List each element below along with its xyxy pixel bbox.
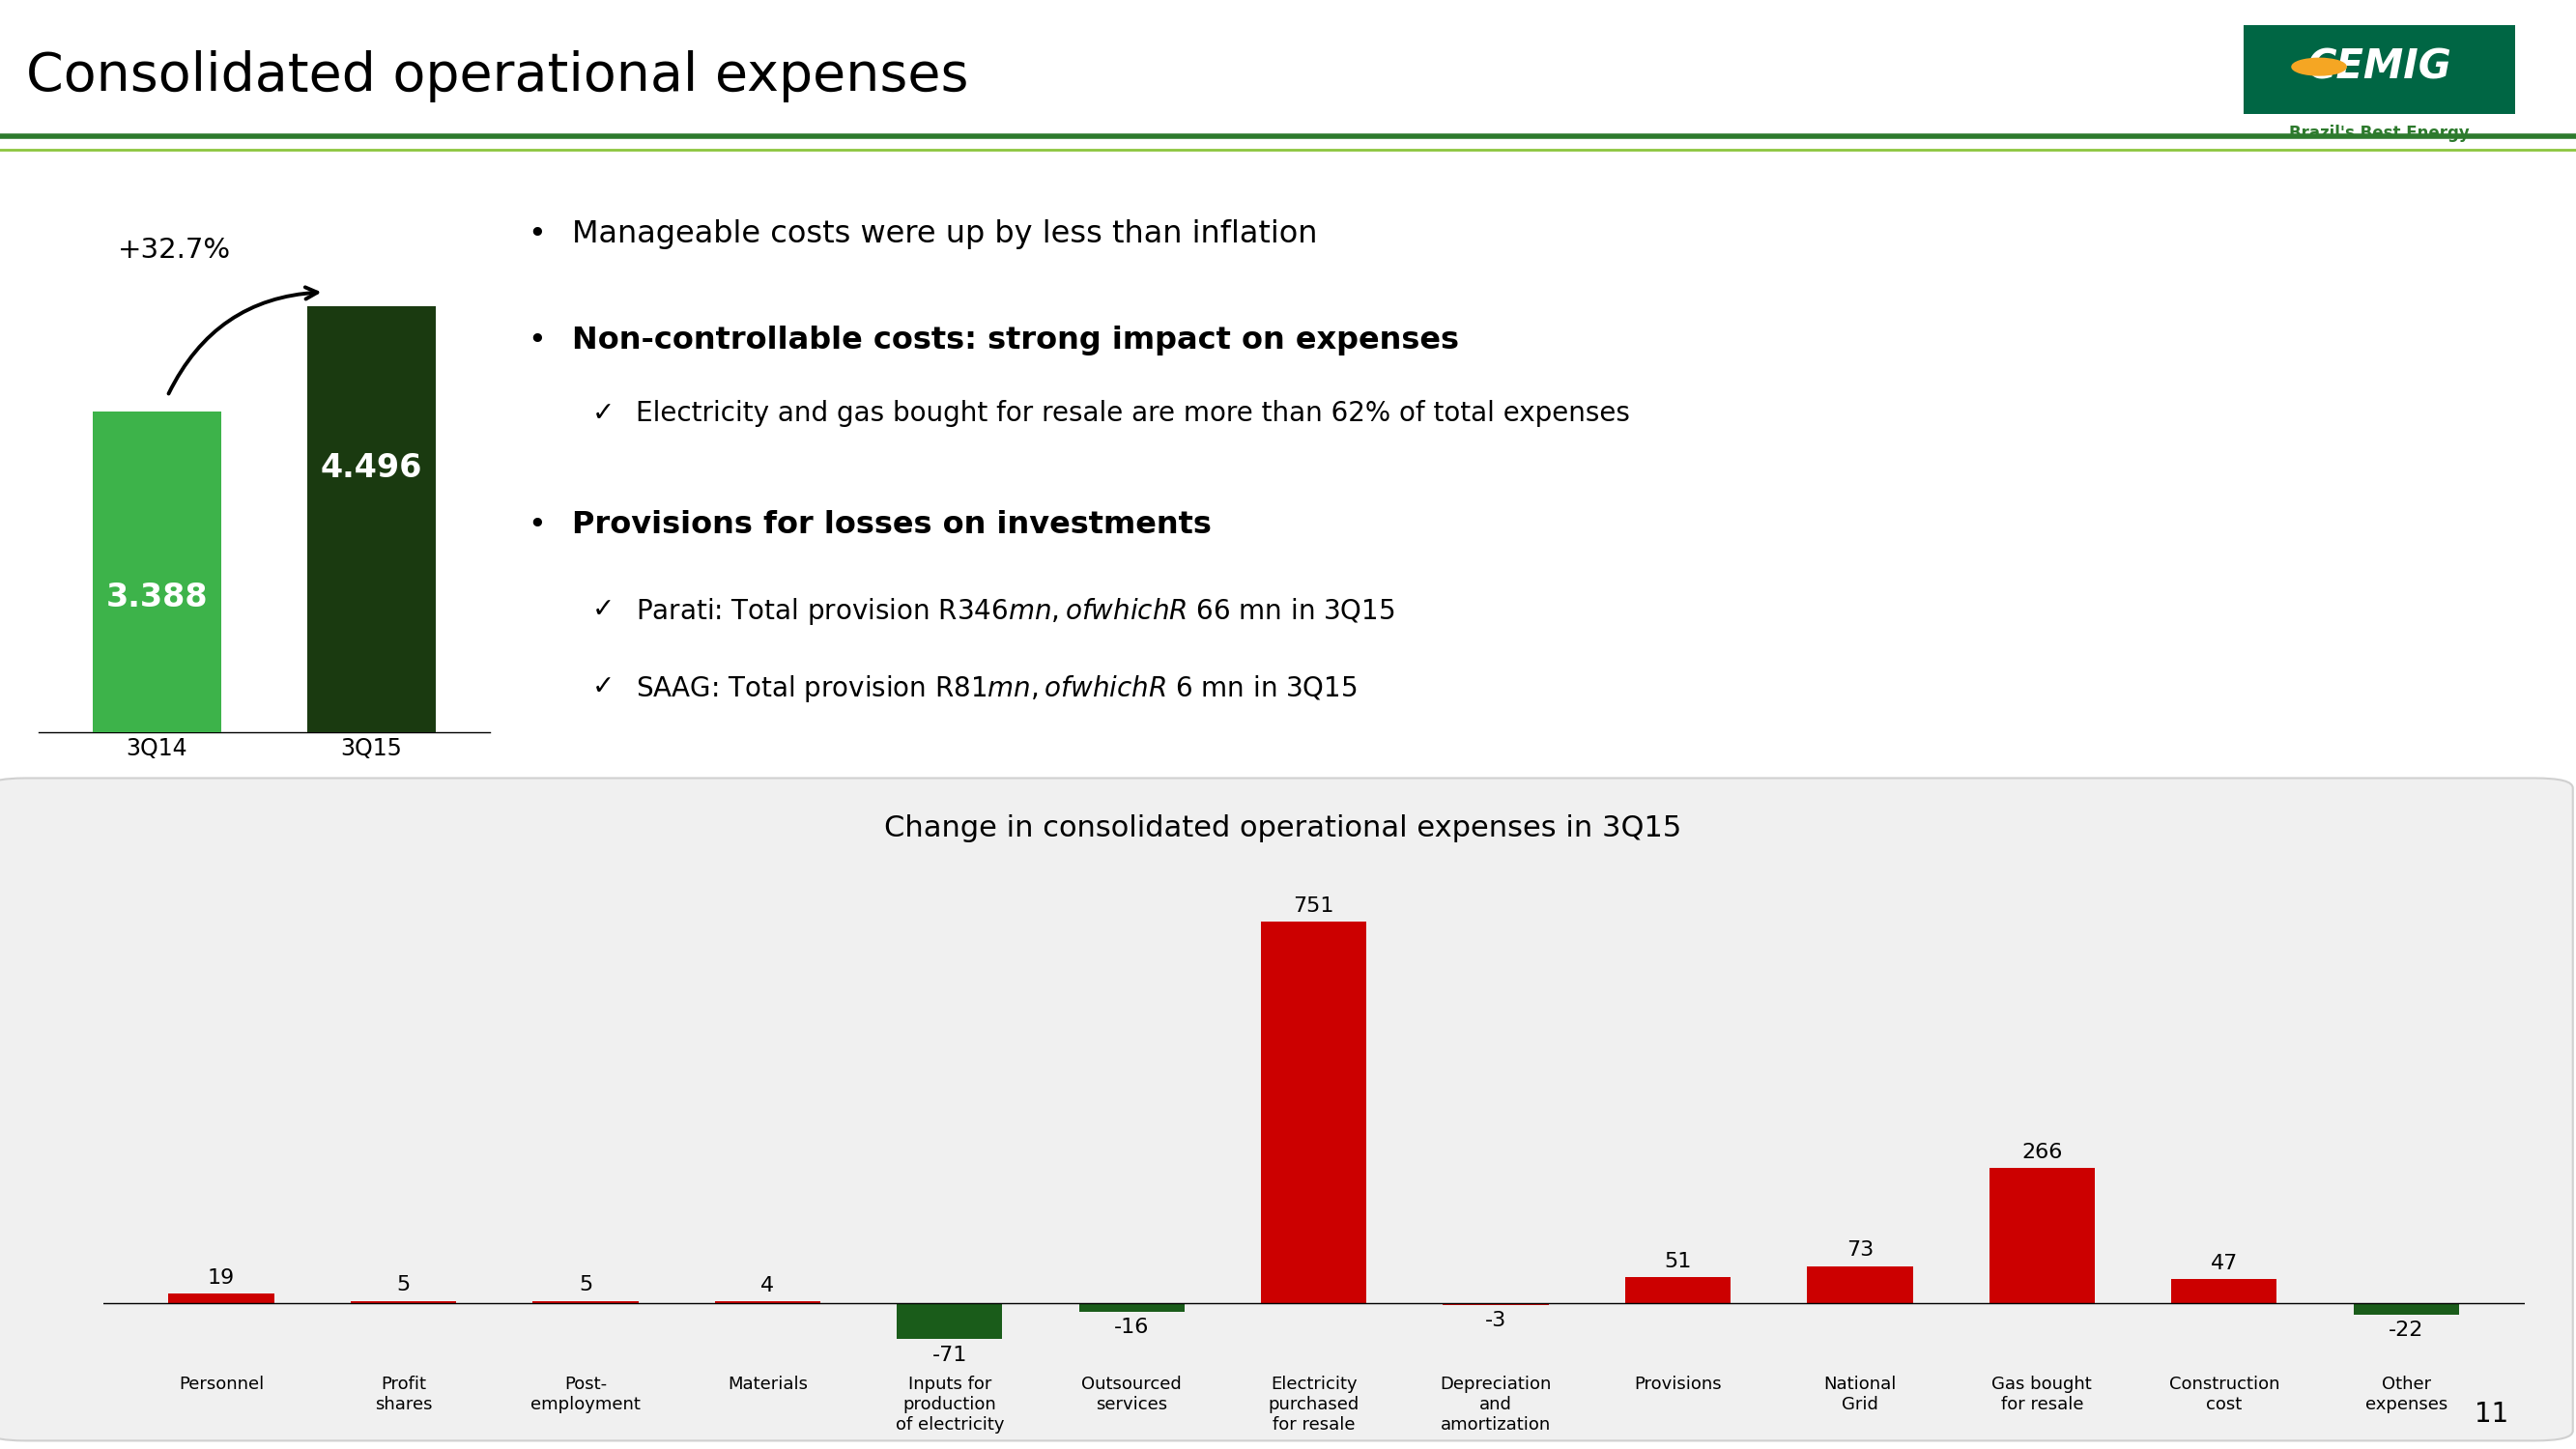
- Text: ✓: ✓: [592, 400, 616, 427]
- Text: Parati: Total provision R$ 346mn, of which R$ 66 mn in 3Q15: Parati: Total provision R$ 346mn, of whi…: [636, 596, 1394, 627]
- FancyBboxPatch shape: [2244, 26, 2514, 113]
- Bar: [896, 1303, 1002, 1339]
- FancyBboxPatch shape: [0, 778, 2573, 1440]
- Text: 266: 266: [2022, 1143, 2063, 1162]
- Bar: [2354, 1303, 2460, 1314]
- Text: -71: -71: [933, 1346, 966, 1365]
- Text: 4: 4: [760, 1275, 775, 1295]
- Text: Change in consolidated operational expenses in 3Q15: Change in consolidated operational expen…: [884, 814, 1682, 842]
- Text: 751: 751: [1293, 897, 1334, 916]
- Text: -3: -3: [1486, 1311, 1507, 1330]
- Text: 5: 5: [397, 1275, 410, 1294]
- Bar: [533, 1301, 639, 1303]
- Text: 73: 73: [1847, 1240, 1873, 1261]
- Bar: [93, 412, 222, 732]
- Circle shape: [2293, 58, 2347, 75]
- Text: •: •: [528, 219, 546, 249]
- Text: 11: 11: [2476, 1400, 2509, 1427]
- Text: 5: 5: [580, 1275, 592, 1294]
- Text: Consolidated operational expenses: Consolidated operational expenses: [26, 51, 969, 101]
- Text: ✓: ✓: [592, 674, 616, 700]
- Text: CEMIG: CEMIG: [2308, 46, 2452, 87]
- Bar: [1808, 1266, 1914, 1303]
- Text: -22: -22: [2388, 1320, 2424, 1340]
- Text: 4.496: 4.496: [319, 452, 422, 484]
- FancyArrowPatch shape: [167, 287, 317, 394]
- Bar: [714, 1301, 819, 1303]
- Bar: [1079, 1303, 1185, 1311]
- Text: SAAG: Total provision R$ 81mn, of which R$ 6 mn in 3Q15: SAAG: Total provision R$ 81mn, of which …: [636, 674, 1358, 704]
- Text: 3.388: 3.388: [106, 581, 209, 613]
- Text: •: •: [528, 510, 546, 540]
- Bar: [307, 307, 435, 732]
- Bar: [1262, 922, 1365, 1303]
- Bar: [350, 1301, 456, 1303]
- Text: •: •: [528, 326, 546, 355]
- Text: ✓: ✓: [592, 596, 616, 623]
- Bar: [1443, 1303, 1548, 1304]
- Text: Manageable costs were up by less than inflation: Manageable costs were up by less than in…: [572, 219, 1316, 249]
- Bar: [2172, 1279, 2277, 1303]
- Text: Non-controllable costs: strong impact on expenses: Non-controllable costs: strong impact on…: [572, 326, 1458, 355]
- Bar: [1989, 1168, 2094, 1303]
- Text: -16: -16: [1115, 1317, 1149, 1337]
- Text: Electricity and gas bought for resale are more than 62% of total expenses: Electricity and gas bought for resale ar…: [636, 400, 1631, 427]
- Bar: [1625, 1278, 1731, 1303]
- Text: 51: 51: [1664, 1252, 1692, 1271]
- Text: 47: 47: [2210, 1253, 2239, 1274]
- Text: Provisions for losses on investments: Provisions for losses on investments: [572, 510, 1211, 540]
- Text: Brazil's Best Energy: Brazil's Best Energy: [2290, 125, 2470, 142]
- Text: +32.7%: +32.7%: [118, 236, 232, 264]
- Text: 19: 19: [209, 1268, 234, 1288]
- Bar: [167, 1294, 273, 1303]
